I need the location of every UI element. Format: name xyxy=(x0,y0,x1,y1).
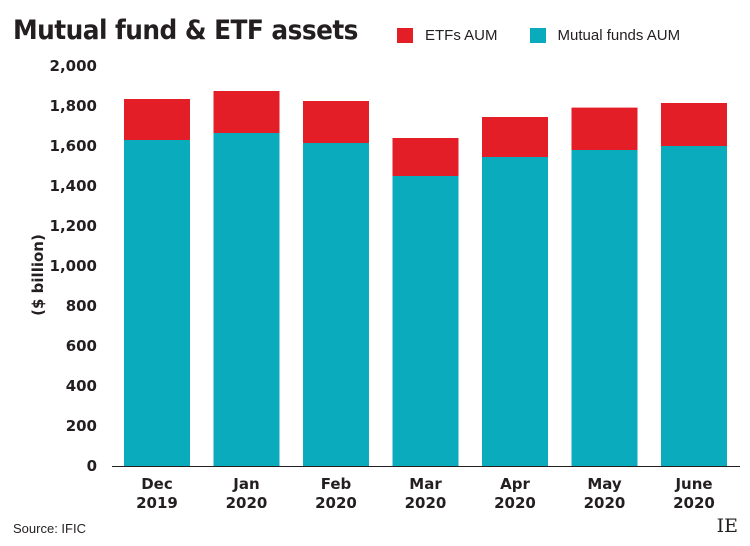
bar-mutual-funds xyxy=(303,143,369,466)
legend-item-mutual-funds: Mutual funds AUM xyxy=(529,26,681,44)
x-tick-label-month: May xyxy=(587,475,622,493)
bar-mutual-funds xyxy=(571,150,638,466)
x-tick-label-year: 2020 xyxy=(673,494,715,512)
legend-item-etfs: ETFs AUM xyxy=(397,27,498,44)
x-tick-label-month: Dec xyxy=(141,475,173,493)
x-tick-label-month: Jan xyxy=(232,475,259,493)
y-tick-label: 1,600 xyxy=(50,137,97,155)
legend-label-etfs: ETFs AUM xyxy=(425,26,498,44)
x-tick-label-year: 2020 xyxy=(584,494,626,512)
bar-mutual-funds xyxy=(482,157,548,466)
y-tick-label: 1,800 xyxy=(50,97,97,115)
legend: ETFs AUM Mutual funds AUM xyxy=(397,25,680,45)
x-tick-label-month: June xyxy=(674,475,712,493)
y-tick-label: 2,000 xyxy=(50,57,97,75)
bar-mutual-funds xyxy=(124,140,190,466)
y-tick-label: 600 xyxy=(66,337,97,355)
bar-mutual-funds xyxy=(213,133,280,466)
bar-etfs xyxy=(661,103,727,146)
y-tick-label: 0 xyxy=(87,457,97,475)
y-tick-label: 1,400 xyxy=(50,177,97,195)
y-tick-label: 400 xyxy=(66,377,97,395)
bar-mutual-funds xyxy=(392,176,459,466)
x-tick-label-year: 2020 xyxy=(405,494,447,512)
legend-label-mutual-funds: Mutual funds AUM xyxy=(557,26,681,44)
y-tick-label: 1,000 xyxy=(50,257,97,275)
bar-etfs xyxy=(392,138,459,176)
x-tick-label-year: 2020 xyxy=(494,494,536,512)
x-tick-label-month: Feb xyxy=(321,475,352,493)
publisher-logo: IE xyxy=(716,515,738,537)
bar-etfs xyxy=(571,107,638,150)
chart-title: Mutual fund & ETF assets xyxy=(13,15,358,46)
legend-swatch-mutual-funds xyxy=(529,27,546,43)
bar-etfs xyxy=(213,91,280,133)
x-tick-label-month: Apr xyxy=(500,475,530,493)
x-tick-label-year: 2019 xyxy=(136,494,178,512)
y-tick-label: 800 xyxy=(66,297,97,315)
bar-etfs xyxy=(124,99,190,140)
x-tick-label-year: 2020 xyxy=(226,494,268,512)
bar-mutual-funds xyxy=(661,146,727,466)
y-tick-label: 200 xyxy=(66,417,97,435)
y-tick-label: 1,200 xyxy=(50,217,97,235)
x-tick-label-year: 2020 xyxy=(315,494,357,512)
bar-etfs xyxy=(482,117,548,157)
source-note: Source: IFIC xyxy=(13,521,86,536)
bar-etfs xyxy=(303,101,369,143)
x-tick-label-month: Mar xyxy=(409,475,442,493)
legend-swatch-etfs xyxy=(397,27,413,43)
